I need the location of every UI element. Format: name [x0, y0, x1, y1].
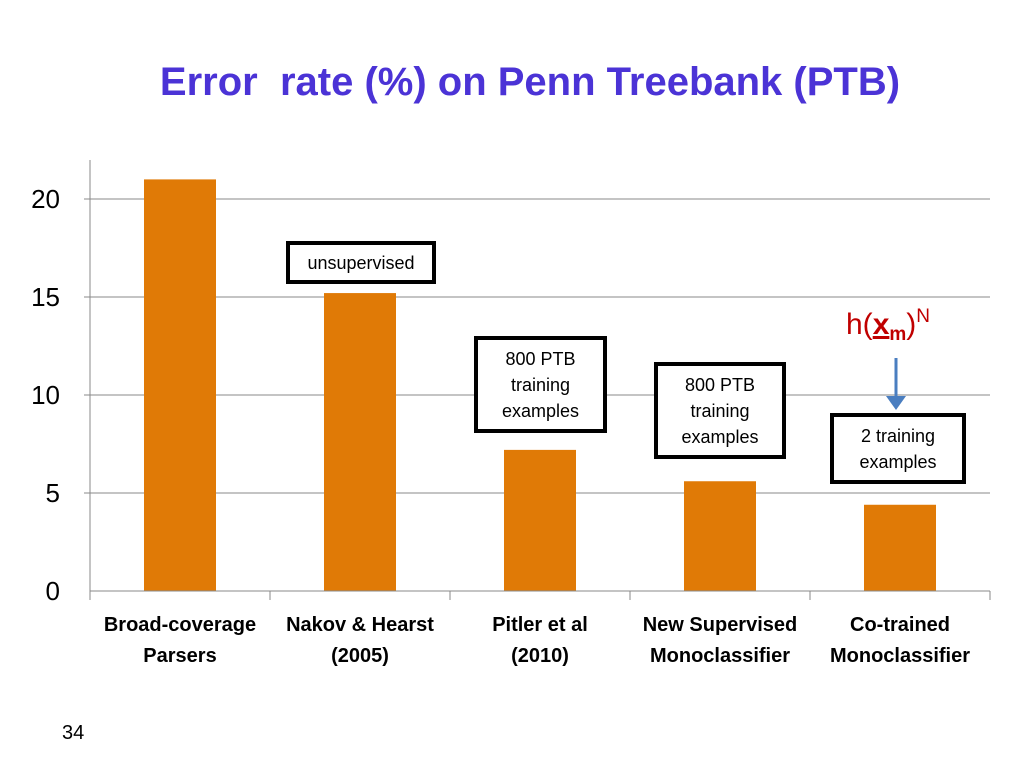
x-tick-label-5: Co-trained Monoclassifier: [811, 610, 989, 672]
callout-2-training: 2 training examples: [830, 413, 966, 484]
bar-3: [504, 449, 576, 591]
x-tick-label-line: Nakov & Hearst: [286, 614, 434, 636]
bars: [144, 179, 936, 591]
arrow: [886, 358, 906, 410]
x-tick-label-line: (2010): [511, 645, 569, 667]
formula-prefix: h(: [846, 308, 873, 341]
y-tick-labels: 0 5 10 15 20: [31, 184, 60, 606]
x-tick-label-line: Broad-coverage: [103, 614, 257, 636]
x-tick-label-line: Pitler et al: [492, 614, 588, 636]
callout-800-ptb-new: 800 PTB training examples: [654, 362, 786, 459]
x-tick-label-1: Broad-coverage Parsers: [91, 610, 269, 672]
axes: [84, 160, 991, 600]
formula-sup: N: [916, 306, 931, 327]
callout-800-ptb-pitler: 800 PTB training examples: [474, 336, 607, 433]
bar-1: [144, 179, 216, 591]
formula-suffix: ): [906, 308, 917, 341]
y-tick-label-5: 5: [46, 478, 60, 508]
bar-2: [324, 293, 396, 591]
formula-sub: m: [889, 324, 907, 345]
x-tick-label-2: Nakov & Hearst (2005): [271, 610, 449, 672]
x-tick-label-line: (2005): [331, 645, 389, 667]
y-tick-label-0: 0: [46, 576, 60, 606]
bar-5: [864, 504, 936, 591]
x-tick-label-line: Co-trained: [850, 614, 950, 636]
x-tick-label-4: New Supervised Monoclassifier: [631, 610, 809, 672]
x-tick-label-line: Parsers: [143, 645, 217, 667]
bar-4: [684, 481, 756, 591]
callout-unsupervised: unsupervised: [286, 241, 436, 284]
x-tick-label-line: New Supervised: [642, 614, 798, 636]
x-tick-label-line: Monoclassifier: [829, 645, 971, 667]
chart-title: Error rate (%) on Penn Treebank (PTB): [159, 60, 901, 104]
x-tick-label-3: Pitler et al (2010): [451, 610, 629, 672]
down-arrow-head: [886, 396, 906, 410]
y-tick-label-15: 15: [31, 282, 60, 312]
x-tick-label-line: Monoclassifier: [649, 645, 791, 667]
slide-number: 34: [62, 722, 85, 744]
formula-var: x: [872, 308, 890, 341]
y-tick-label-10: 10: [31, 380, 60, 410]
formula-h-xm-n: h(xm)N: [846, 306, 930, 346]
y-tick-label-20: 20: [31, 184, 60, 214]
